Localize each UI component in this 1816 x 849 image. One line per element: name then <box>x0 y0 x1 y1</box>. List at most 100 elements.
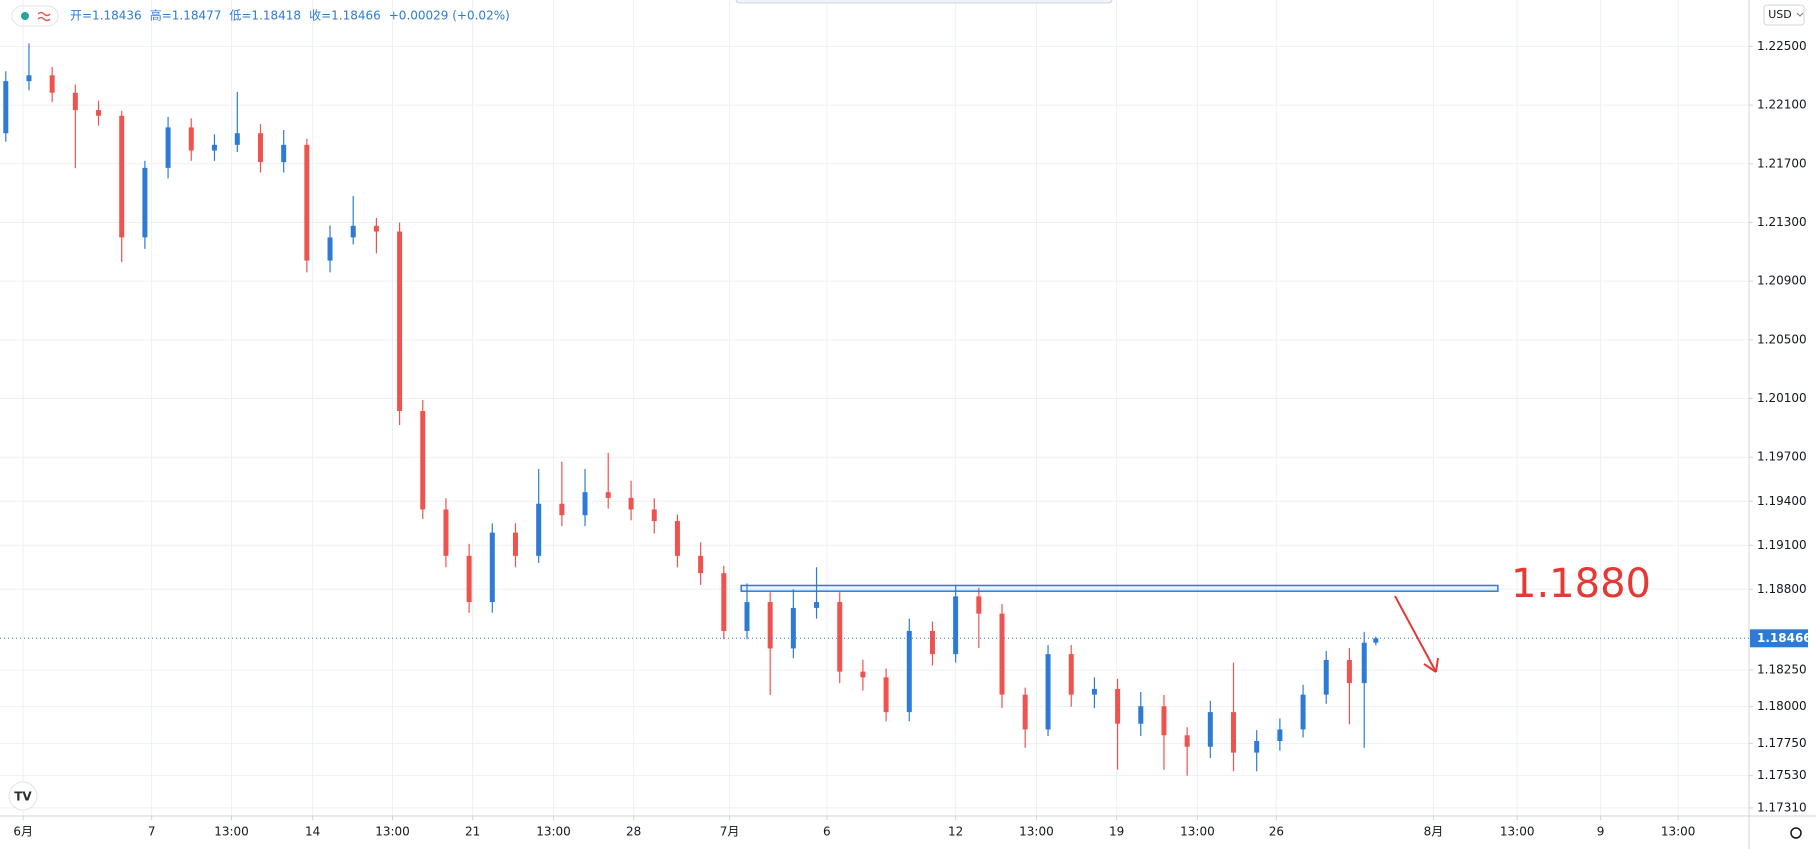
x-tick-label: 8月 <box>1424 825 1444 839</box>
candle-body <box>350 225 356 238</box>
candle-body <box>188 127 194 151</box>
candle-body <box>674 521 680 556</box>
candle-body <box>165 127 171 168</box>
currency-button[interactable] <box>1763 4 1805 26</box>
candle-body <box>257 133 263 163</box>
x-tick-label: 7 <box>148 825 156 839</box>
candle-body <box>698 555 704 574</box>
candle-body <box>976 596 982 614</box>
currency-label: USD <box>1768 8 1792 21</box>
x-tick-label: 13:00 <box>1661 825 1696 839</box>
candle-body <box>3 81 9 134</box>
candle-body <box>443 509 449 556</box>
x-tick-label: 13:00 <box>1500 825 1535 839</box>
candle-body <box>119 115 125 238</box>
y-tick-label: 1.18000 <box>1757 699 1807 713</box>
y-tick-label: 1.17530 <box>1757 768 1807 782</box>
ohlc-value: 收=1.18466 <box>309 9 381 23</box>
candle-body <box>1068 654 1074 695</box>
candle-body <box>744 602 750 631</box>
y-tick-label: 1.20900 <box>1757 274 1807 288</box>
x-tick-label: 21 <box>465 825 480 839</box>
candle-body <box>1184 735 1190 747</box>
x-tick-label: 14 <box>305 825 320 839</box>
candle-body <box>1346 660 1352 684</box>
candle-body <box>304 144 310 261</box>
wave-icon <box>37 11 51 22</box>
candle-body <box>1254 741 1260 753</box>
candles <box>3 43 1379 776</box>
ohlc-value: 低=1.18418 <box>229 9 301 23</box>
ohlc-header: 开=1.18436 高=1.18477 低=1.18418 收=1.18466 +0.0… <box>70 8 510 23</box>
candle-body <box>512 532 518 556</box>
candle-body <box>327 237 333 261</box>
y-tick-label: 1.18800 <box>1757 582 1807 596</box>
x-tick-label: 6月 <box>13 825 33 839</box>
annotation: 1.1880 <box>1511 561 1651 607</box>
y-tick-label: 1.20500 <box>1757 332 1807 346</box>
candle-body <box>211 144 217 151</box>
y-tick-label: 1.19400 <box>1757 494 1807 508</box>
candle-body <box>1091 688 1097 695</box>
x-tick-label: 28 <box>626 825 641 839</box>
y-tick-label: 1.19100 <box>1757 538 1807 552</box>
candle-body <box>281 144 287 163</box>
status-dot <box>21 12 29 20</box>
candle-body <box>373 225 379 232</box>
candle-body <box>767 602 773 649</box>
candle-body <box>721 573 727 631</box>
candle-body <box>605 492 611 498</box>
candle-body <box>420 411 426 510</box>
candle-body <box>1231 712 1237 753</box>
y-tick-label: 1.17310 <box>1757 800 1807 814</box>
candle-body <box>1361 642 1367 684</box>
candle-body <box>814 602 820 608</box>
x-tick-label: 6 <box>823 825 831 839</box>
candle-body <box>953 596 959 655</box>
ohlc-value: +0.00029 (+0.02%) <box>389 9 510 23</box>
arrow <box>1394 595 1439 673</box>
candle-body <box>96 110 102 116</box>
candle-body <box>536 503 542 556</box>
candle-body <box>1300 694 1306 730</box>
y-tick-label: 1.21700 <box>1757 156 1807 170</box>
x-tick-label: 13:00 <box>214 825 249 839</box>
candle-body <box>1277 729 1283 742</box>
y-tick-label: 1.22500 <box>1757 39 1807 53</box>
candle-body <box>559 503 565 516</box>
candle-body <box>49 75 55 93</box>
candle-body <box>1161 706 1167 736</box>
x-tick-label: 12 <box>948 825 963 839</box>
price-zone <box>740 584 1499 592</box>
y-tick-label: 1.19700 <box>1757 450 1807 464</box>
tv-logo-mark: TV <box>14 790 32 804</box>
grid <box>0 0 1749 816</box>
y-tick-label: 1.22100 <box>1757 98 1807 112</box>
candle-body <box>72 92 78 111</box>
x-tick-label: 9 <box>1597 825 1605 839</box>
tv-logo[interactable] <box>8 781 38 811</box>
x-tick-label: 13:00 <box>1180 825 1215 839</box>
candle-body <box>466 555 472 603</box>
x-tick-label: 13:00 <box>536 825 571 839</box>
candle-body <box>860 671 866 678</box>
candle-body <box>489 532 495 603</box>
candle-body <box>1115 688 1121 724</box>
candle-body <box>1373 638 1379 643</box>
candle-body <box>1045 654 1051 730</box>
last-price-label: 1.18466 <box>1757 631 1812 645</box>
candle-body <box>1323 660 1329 695</box>
candle-body <box>999 613 1005 695</box>
y-tick-label: 1.17750 <box>1757 736 1807 750</box>
candle-body <box>1138 706 1144 724</box>
candle-body <box>628 497 634 510</box>
candle-body <box>582 492 588 516</box>
y-tick-label: 1.18250 <box>1757 662 1807 676</box>
last-price-box <box>1750 629 1808 648</box>
status-pill[interactable] <box>11 5 59 27</box>
candle-body <box>142 167 148 238</box>
candle-body <box>929 630 935 655</box>
settings-icon[interactable] <box>1790 827 1802 839</box>
dropdown-icon <box>1796 12 1804 17</box>
